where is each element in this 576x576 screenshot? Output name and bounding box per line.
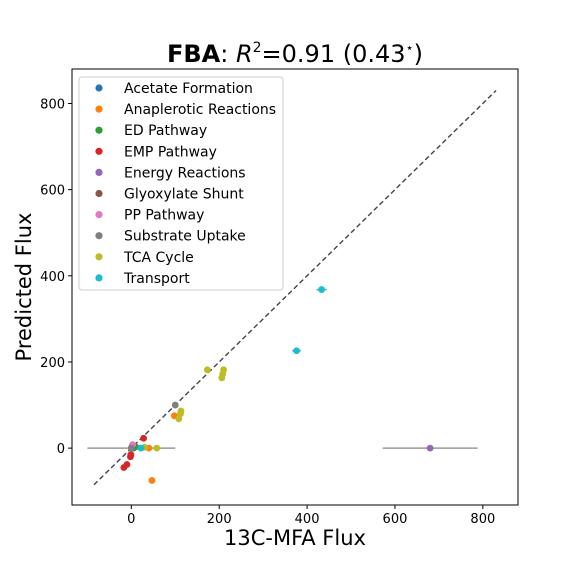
data-point-transport <box>137 444 145 452</box>
title-bold-part: FBA <box>167 40 221 68</box>
x-axis-title: 13C-MFA Flux <box>224 526 366 550</box>
legend-marker <box>95 211 103 219</box>
title-close-paren: ) <box>414 40 423 68</box>
data-point-tca-cycle <box>153 444 161 452</box>
legend-label: Transport <box>123 271 190 287</box>
chart-title: FBA: R2=0.91 (0.43⋆) <box>167 40 423 68</box>
legend-marker <box>95 274 103 282</box>
legend-marker <box>95 253 103 261</box>
x-tick-label: 200 <box>207 512 232 527</box>
data-point-tca-cycle <box>218 374 226 382</box>
data-point-energy-reactions <box>426 444 434 452</box>
legend-label: TCA Cycle <box>123 250 194 266</box>
title-star: ⋆ <box>406 41 414 56</box>
title-separator: : <box>220 40 236 68</box>
identity-line <box>93 90 497 486</box>
data-point-tca-cycle <box>203 366 211 374</box>
data-point-tca-cycle <box>177 410 184 418</box>
legend-marker <box>95 126 103 134</box>
title-r-exponent: 2 <box>253 40 262 56</box>
title-value: =0.91 (0.43 <box>262 40 406 68</box>
data-point-emp-pathway <box>127 453 134 461</box>
legend: Acetate Formation Anaplerotic Reactions ED… <box>78 76 284 291</box>
data-point-emp-pathway <box>120 464 128 471</box>
y-tick-label: 800 <box>40 97 65 112</box>
legend-marker <box>95 105 103 113</box>
x-tick-label: 600 <box>383 512 408 527</box>
legend-label: EMP Pathway <box>124 144 217 160</box>
legend-marker <box>95 232 103 240</box>
title-r-symbol: R <box>236 40 253 68</box>
x-tick-label: 800 <box>470 512 495 527</box>
legend-label: PP Pathway <box>124 208 204 224</box>
data-point-transport <box>293 347 300 355</box>
y-tick-label: 0 <box>57 442 65 457</box>
data-point-tca-cycle <box>175 415 183 423</box>
legend-frame <box>78 76 284 291</box>
plot-frame <box>71 68 519 506</box>
legend-marker <box>95 189 103 198</box>
legend-label: ED Pathway <box>124 123 207 139</box>
legend-marker <box>95 84 103 92</box>
data-point-substrate-uptake <box>171 401 179 409</box>
data-point-substrate-uptake <box>127 444 135 452</box>
y-tick-label: 400 <box>40 270 65 285</box>
data-point-anaplerotic-reactions <box>148 477 156 484</box>
legend-label: Anaplerotic Reactions <box>124 102 276 118</box>
y-axis-title: Predicted Flux <box>12 213 36 362</box>
x-tick-label: 400 <box>295 512 320 527</box>
data-point-transport <box>318 286 325 293</box>
legend-label: Energy Reactions <box>124 165 246 181</box>
y-tick-label: 200 <box>40 356 65 371</box>
legend-label: Glyoxylate Shunt <box>124 187 244 203</box>
axes: 0 200 400 600 800 0 200 400 600 800 <box>40 68 519 527</box>
legend-label: Substrate Uptake <box>124 229 246 245</box>
y-tick-label: 600 <box>40 184 65 199</box>
legend-marker <box>95 168 103 176</box>
x-tick-label: 0 <box>127 512 135 527</box>
legend-label: Acetate Formation <box>124 81 253 97</box>
data-point-emp-pathway <box>140 434 148 442</box>
plot-area <box>87 90 497 486</box>
legend-marker <box>95 147 103 155</box>
